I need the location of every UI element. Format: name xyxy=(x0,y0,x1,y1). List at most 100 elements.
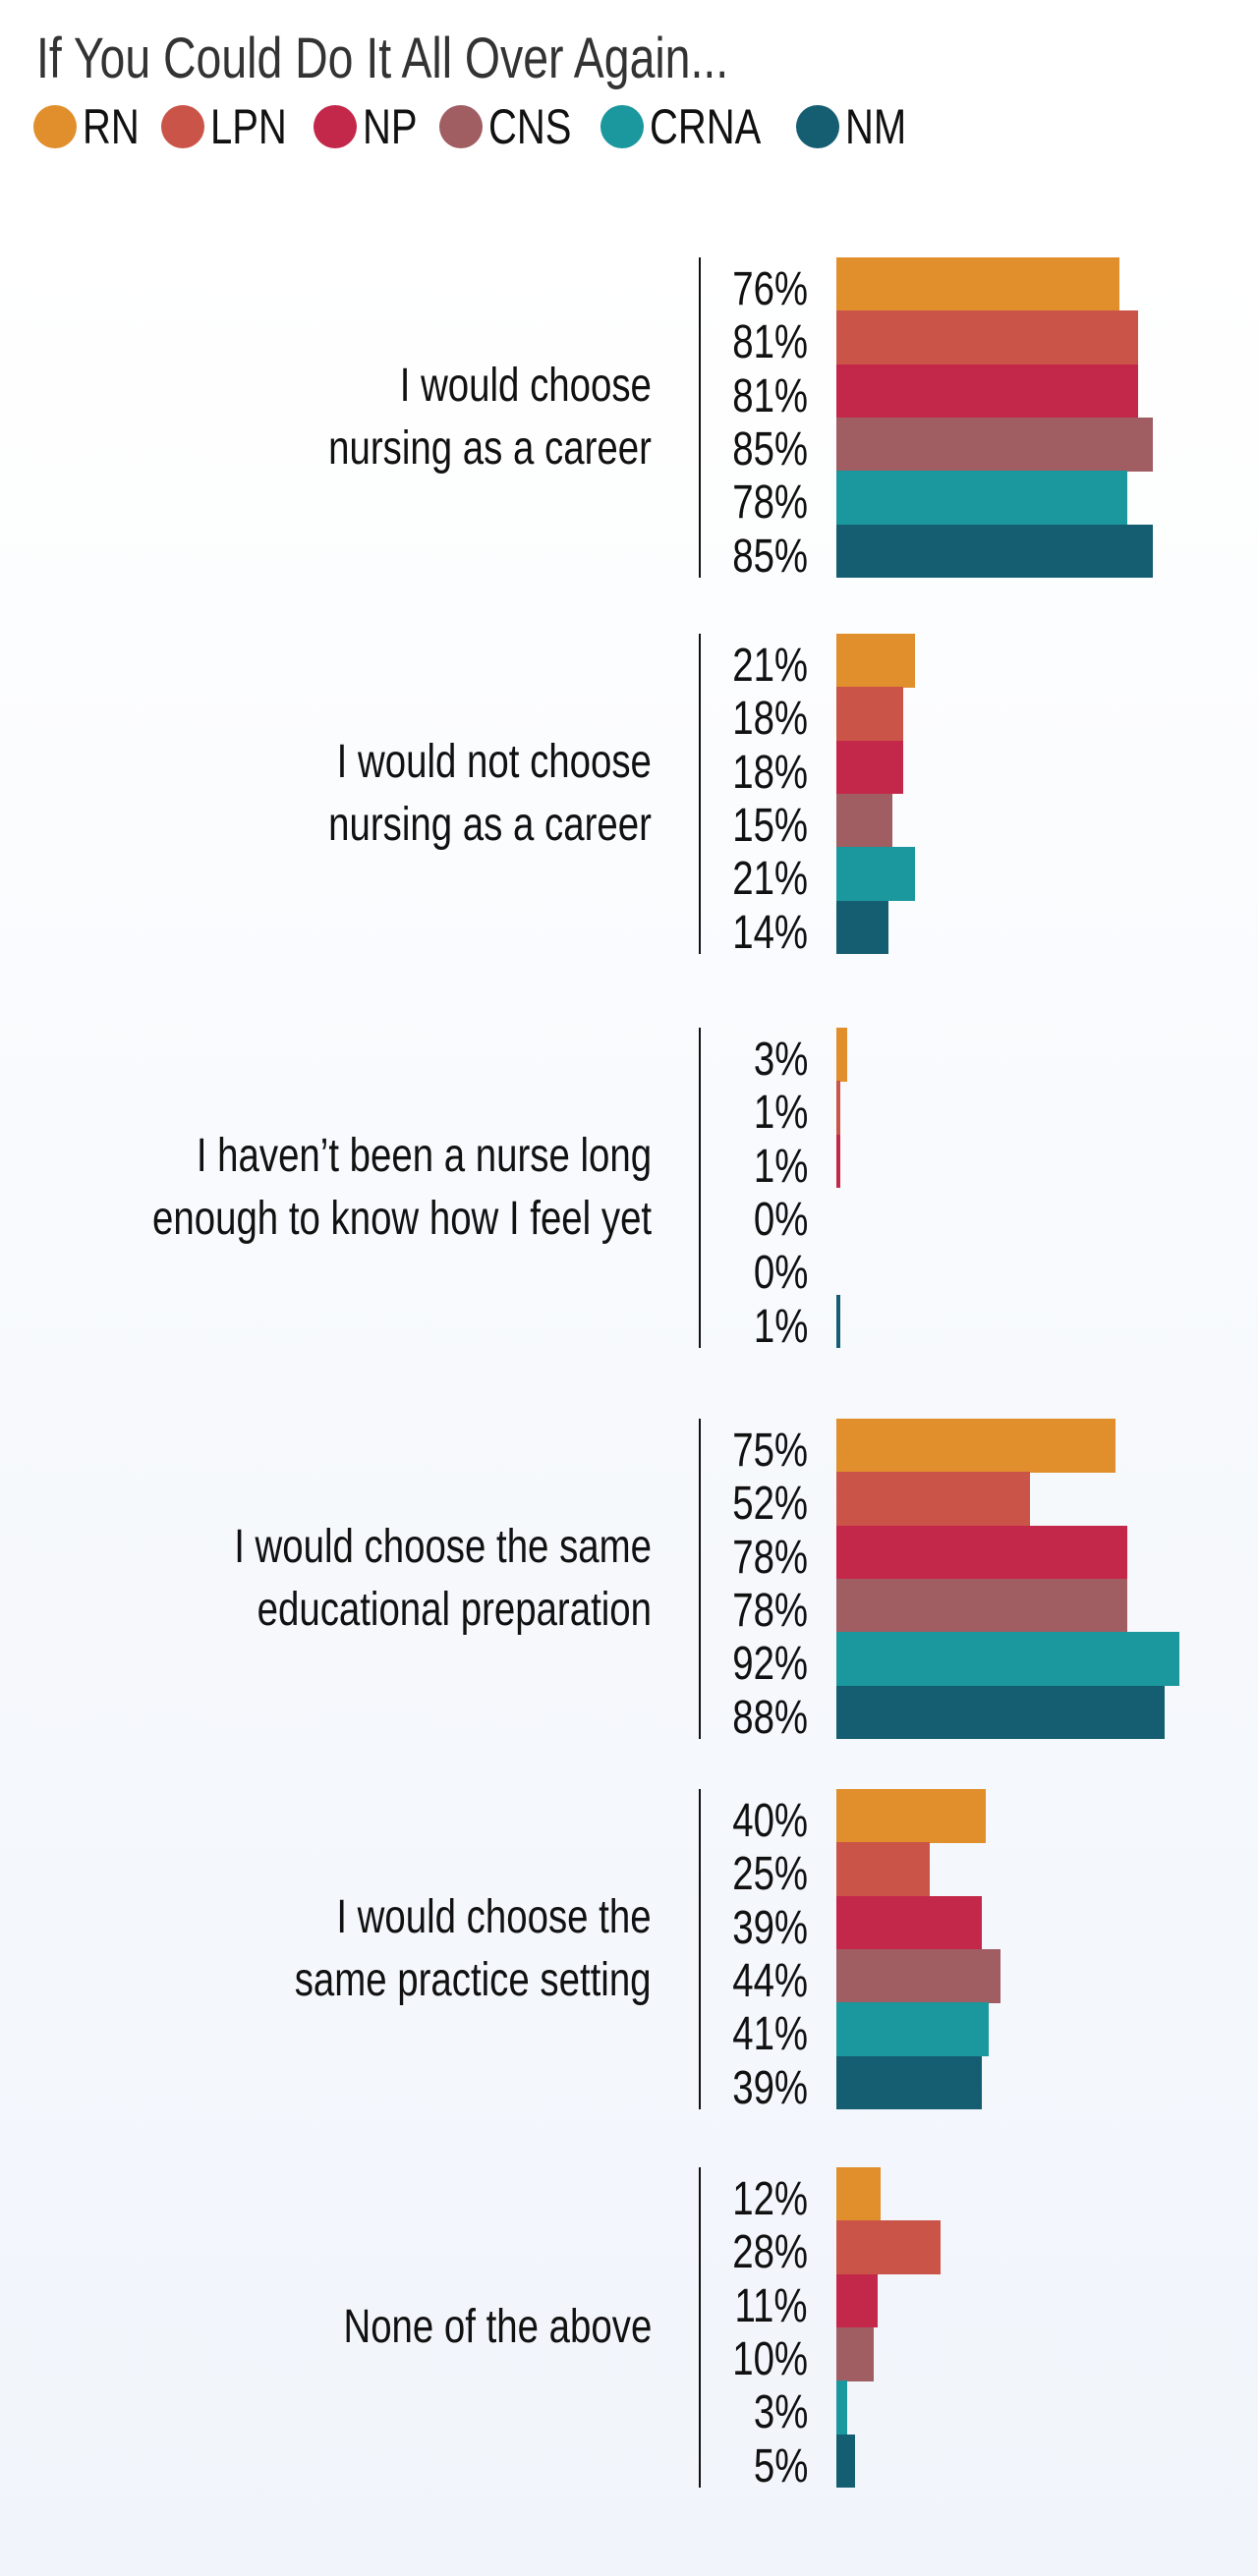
axis-line xyxy=(699,1789,701,2109)
category-label: I haven’t been a nurse long enough to kno… xyxy=(28,1028,652,1348)
data-label: 12% xyxy=(732,2173,808,2225)
legend-item-np: NP xyxy=(314,98,430,155)
bar-np xyxy=(836,740,904,795)
bar-row: 18% xyxy=(0,740,1258,799)
bar-row: 78% xyxy=(0,1579,1258,1637)
category-label-line: nursing as a career xyxy=(328,799,652,851)
legend-item-crna: CRNA xyxy=(600,98,789,155)
category-label: None of the above xyxy=(266,2167,652,2488)
data-label: 3% xyxy=(753,1034,809,1086)
bar-row: 12% xyxy=(0,2167,1258,2225)
category-group: I would choose the same practice setting 4… xyxy=(0,1789,1258,2114)
bar-np xyxy=(836,1134,840,1189)
bar-row: 39% xyxy=(0,2055,1258,2114)
bar-row: 81% xyxy=(0,310,1258,368)
category-group: I would choose nursing as a career 76% 81% 8… xyxy=(0,257,1258,583)
bar-row: 92% xyxy=(0,1632,1258,1690)
bar-row: 0% xyxy=(0,1188,1258,1246)
bar-rn xyxy=(836,2167,882,2221)
bar-row: 44% xyxy=(0,1949,1258,2007)
category-label-line: educational preparation xyxy=(257,1584,652,1636)
bar-row: 75% xyxy=(0,1419,1258,1477)
bar-nm xyxy=(836,2055,982,2110)
bar-np xyxy=(836,2273,878,2328)
bar-rn xyxy=(836,1419,1116,1473)
bar-row: 0% xyxy=(0,1241,1258,1299)
bar-cns xyxy=(836,794,892,848)
data-label: 78% xyxy=(732,1531,808,1584)
bar-lpn xyxy=(836,687,904,742)
legend-label: NM xyxy=(845,99,907,154)
bar-row: 78% xyxy=(0,471,1258,529)
bar-row: 40% xyxy=(0,1789,1258,1847)
category-group: I would choose the same educational prepa… xyxy=(0,1419,1258,1744)
bar-row: 88% xyxy=(0,1685,1258,1744)
bar-cns xyxy=(836,1579,1127,1633)
bar-lpn xyxy=(836,2220,942,2275)
legend-swatch xyxy=(600,105,644,148)
bar-crna xyxy=(836,2002,990,2057)
category-group: I haven’t been a nurse long enough to kno… xyxy=(0,1028,1258,1353)
bar-crna xyxy=(836,1632,1179,1687)
legend: RN LPN NP CNS CRNA NM xyxy=(33,99,930,154)
bar-nm xyxy=(836,1294,840,1349)
data-label: 11% xyxy=(734,2279,808,2332)
data-label: 52% xyxy=(732,1478,808,1531)
bar-lpn xyxy=(836,1081,840,1136)
bar-row: 1% xyxy=(0,1081,1258,1139)
category-label-line: enough to know how I feel yet xyxy=(151,1193,652,1245)
data-label: 1% xyxy=(753,1140,809,1193)
legend-item-rn: RN xyxy=(33,98,153,155)
bar-cns xyxy=(836,2327,874,2381)
bar-row: 1% xyxy=(0,1294,1258,1353)
bar-row: 25% xyxy=(0,1842,1258,1900)
bar-row: 85% xyxy=(0,418,1258,476)
legend-label: CNS xyxy=(487,99,572,154)
data-label: 5% xyxy=(753,2439,809,2492)
data-label: 81% xyxy=(732,369,808,422)
category-group: None of the above 12% 28% 11% 10% 3% 5% xyxy=(0,2167,1258,2492)
axis-line xyxy=(699,257,701,578)
data-label: 0% xyxy=(753,1194,809,1246)
chart-title: If You Could Do It All Over Again... xyxy=(36,27,729,90)
bar-crna xyxy=(836,847,915,902)
data-label: 78% xyxy=(732,1585,808,1637)
data-label: 44% xyxy=(732,1955,808,2007)
bar-nm xyxy=(836,1685,1165,1740)
data-label: 39% xyxy=(732,1901,808,1954)
legend-item-lpn: LPN xyxy=(161,98,306,155)
bar-row: 21% xyxy=(0,634,1258,692)
bar-row: 76% xyxy=(0,257,1258,315)
bar-np xyxy=(836,1525,1127,1580)
data-label: 10% xyxy=(732,2333,808,2385)
bar-row: 28% xyxy=(0,2220,1258,2278)
axis-line xyxy=(699,2167,701,2488)
bar-crna xyxy=(836,2380,848,2436)
data-label: 28% xyxy=(732,2226,808,2279)
data-label: 1% xyxy=(753,1300,809,1353)
data-label: 1% xyxy=(753,1087,809,1140)
legend-swatch xyxy=(33,105,77,148)
legend-swatch xyxy=(161,105,205,148)
bar-nm xyxy=(836,900,889,955)
bar-row: 85% xyxy=(0,524,1258,583)
legend-label: CRNA xyxy=(649,99,761,154)
category-label-line: I would choose the xyxy=(336,1891,652,1943)
legend-item-nm: NM xyxy=(796,98,922,155)
data-label: 0% xyxy=(753,1247,809,1300)
category-label: I would choose the same practice setting xyxy=(205,1789,652,2109)
bar-row: 3% xyxy=(0,1028,1258,1086)
bar-row: 52% xyxy=(0,1472,1258,1530)
bar-np xyxy=(836,364,1138,419)
category-label: I would not choose nursing as a career xyxy=(248,634,652,954)
bar-nm xyxy=(836,2434,855,2489)
category-label: I would choose nursing as a career xyxy=(248,257,652,578)
data-label: 81% xyxy=(732,316,808,369)
bar-row: 81% xyxy=(0,364,1258,422)
data-label: 3% xyxy=(753,2386,809,2439)
legend-swatch xyxy=(796,105,840,148)
axis-line xyxy=(699,634,701,954)
data-label: 85% xyxy=(732,530,808,583)
data-label: 88% xyxy=(732,1691,808,1744)
category-label-line: I would choose the same xyxy=(234,1521,652,1573)
